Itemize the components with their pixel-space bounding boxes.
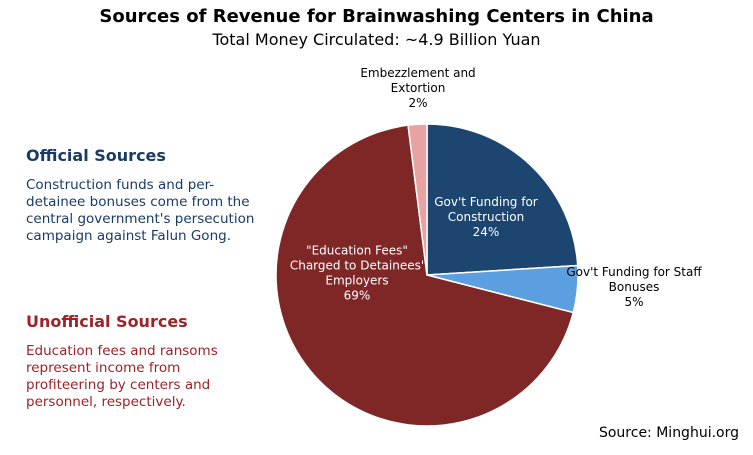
slice-label-line: Gov't Funding for <box>434 195 538 209</box>
slice-label-line: Construction <box>448 210 524 224</box>
official-sources-text: Construction funds and per-detainee bonu… <box>26 177 255 244</box>
pie-slice <box>426 123 579 276</box>
unofficial-sources-text: Education fees and ransoms represent inc… <box>26 343 218 410</box>
slice-label-line: 5% <box>624 295 643 309</box>
slice-label-line: Charged to Detainees' <box>290 259 424 273</box>
pie-slice <box>275 124 575 427</box>
slice-label-line: Employers <box>325 274 388 288</box>
unofficial-sources-heading: Unofficial Sources <box>26 312 188 331</box>
slice-label-line: 2% <box>408 96 427 110</box>
slice-label: Gov't Funding for Staff Bonuses 5% <box>566 265 702 309</box>
slice-label: "Education Fees" Charged to Detainees' Emp… <box>290 244 424 303</box>
slice-label-line: "Education Fees" <box>306 244 408 258</box>
slice-label: Gov't Funding for Construction 24% <box>434 195 538 239</box>
slice-label-line: Gov't Funding for Staff <box>566 265 702 279</box>
pie-slice <box>407 123 428 276</box>
slice-label-line: 69% <box>344 289 371 303</box>
slice-label-line: 24% <box>473 225 500 239</box>
official-sources-heading: Official Sources <box>26 146 166 165</box>
chart-title: Sources of Revenue for Brainwashing Cent… <box>99 6 654 27</box>
slice-label: Embezzlement and Extortion 2% <box>360 66 475 110</box>
slice-label-line: Bonuses <box>609 280 660 294</box>
source-credit: Source: Minghui.org <box>598 425 739 441</box>
slice-label-line: Embezzlement and <box>360 66 475 80</box>
slice-label-line: Extortion <box>391 81 446 95</box>
chart-subtitle: Total Money Circulated: ~4.9 Billion Yua… <box>212 30 541 49</box>
